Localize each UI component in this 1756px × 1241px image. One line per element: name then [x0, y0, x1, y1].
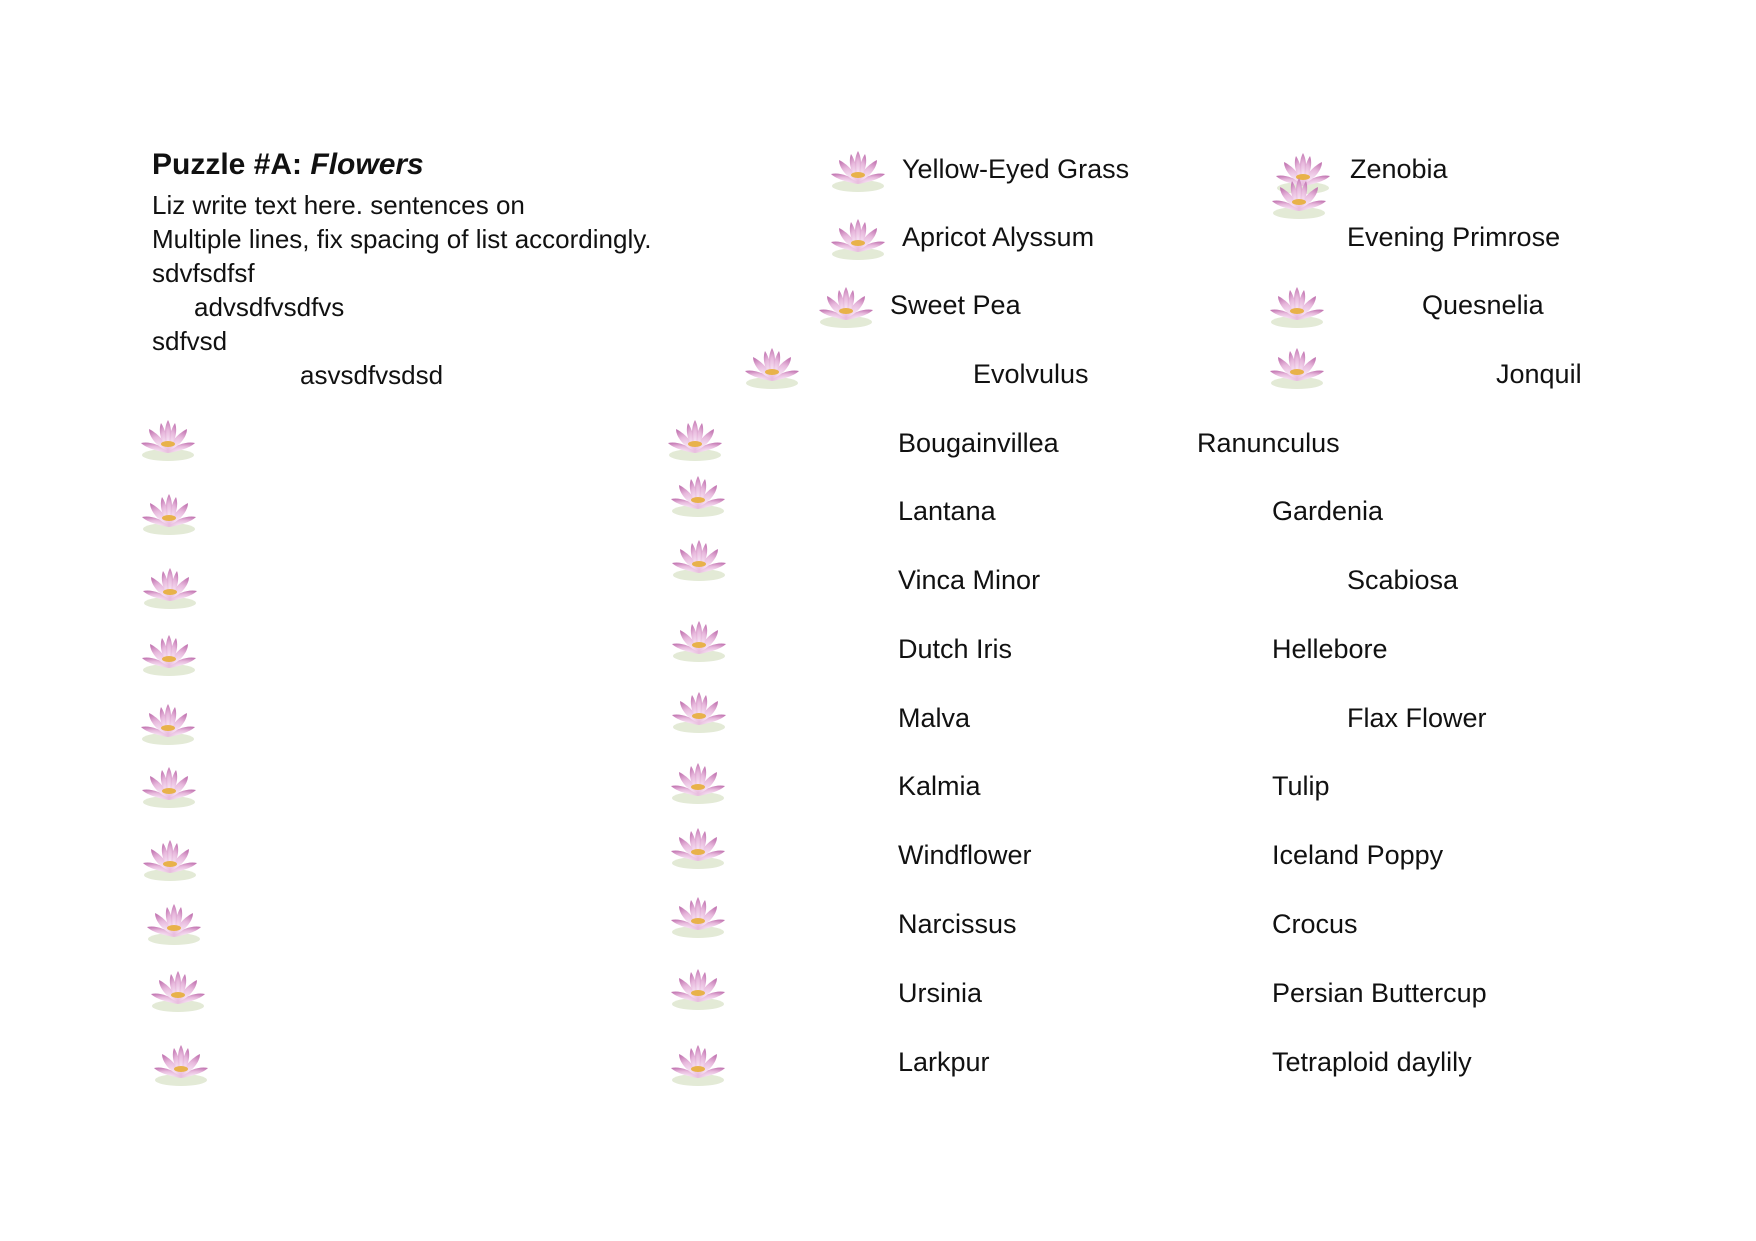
flower-name: Windflower	[898, 840, 1032, 870]
flower-name: Yellow-Eyed Grass	[902, 154, 1130, 184]
flower-name: Scabiosa	[1347, 565, 1459, 595]
flower-name: Sweet Pea	[890, 290, 1021, 320]
lotus-flower-icon	[139, 565, 201, 611]
flower-name: Ursinia	[898, 978, 983, 1008]
lotus-flower-icon	[137, 417, 199, 463]
flower-name: Tetraploid daylily	[1272, 1047, 1472, 1077]
flower-name: Tulip	[1272, 771, 1330, 801]
body-line: sdfvsd	[152, 326, 228, 356]
flower-name: Persian Buttercup	[1272, 978, 1487, 1008]
lotus-flower-icon	[827, 148, 889, 194]
lotus-flower-icon	[138, 632, 200, 678]
lotus-flower-icon	[827, 216, 889, 262]
page-title: Puzzle #A: Flowers	[152, 148, 424, 182]
lotus-flower-icon	[137, 701, 199, 747]
lotus-flower-icon	[667, 473, 729, 519]
flower-name: Malva	[898, 703, 971, 733]
lotus-flower-icon	[668, 689, 730, 735]
flower-name: Evolvulus	[973, 359, 1089, 389]
flower-name: Hellebore	[1272, 634, 1388, 664]
lotus-flower-icon	[143, 901, 205, 947]
lotus-flower-icon	[664, 417, 726, 463]
flower-name: Evening Primrose	[1347, 222, 1561, 252]
flower-name: Iceland Poppy	[1272, 840, 1444, 870]
lotus-flower-icon	[741, 345, 803, 391]
lotus-flower-icon	[138, 491, 200, 537]
flower-name: Dutch Iris	[898, 634, 1013, 664]
lotus-flower-icon	[668, 537, 730, 583]
flower-name: Flax Flower	[1347, 703, 1487, 733]
flower-name: Lantana	[898, 496, 996, 526]
flower-name: Bougainvillea	[898, 428, 1059, 458]
lotus-flower-icon	[150, 1042, 212, 1088]
lotus-flower-icon	[668, 618, 730, 664]
flower-name: Narcissus	[898, 909, 1017, 939]
lotus-flower-icon	[815, 284, 877, 330]
flower-name: Vinca Minor	[898, 565, 1041, 595]
title-prefix: Puzzle #A:	[152, 148, 311, 181]
lotus-flower-icon	[667, 1042, 729, 1088]
flower-name: Quesnelia	[1422, 290, 1544, 320]
lotus-flower-icon	[1268, 175, 1330, 221]
lotus-flower-icon	[1266, 345, 1328, 391]
flower-name: Apricot Alyssum	[902, 222, 1095, 252]
flower-name: Larkpur	[898, 1047, 990, 1077]
flower-name: Zenobia	[1350, 154, 1448, 184]
flower-name: Ranunculus	[1197, 428, 1340, 458]
flower-name: Crocus	[1272, 909, 1358, 939]
body-line: sdvfsdfsf	[152, 258, 255, 288]
body-line: Liz write text here. sentences on	[152, 190, 525, 220]
flower-name: Kalmia	[898, 771, 981, 801]
flower-name: Jonquil	[1496, 359, 1582, 389]
body-line: asvsdfvsdsd	[300, 360, 444, 390]
body-line: advsdfvsdfvs	[194, 292, 345, 322]
lotus-flower-icon	[667, 894, 729, 940]
lotus-flower-icon	[139, 837, 201, 883]
body-line: Multiple lines, fix spacing of list acco…	[152, 224, 652, 254]
title-emphasis: Flowers	[310, 148, 424, 181]
lotus-flower-icon	[667, 825, 729, 871]
lotus-flower-icon	[1266, 284, 1328, 330]
lotus-flower-icon	[138, 764, 200, 810]
lotus-flower-icon	[667, 760, 729, 806]
flower-name: Gardenia	[1272, 496, 1384, 526]
lotus-flower-icon	[667, 966, 729, 1012]
lotus-flower-icon	[147, 968, 209, 1014]
